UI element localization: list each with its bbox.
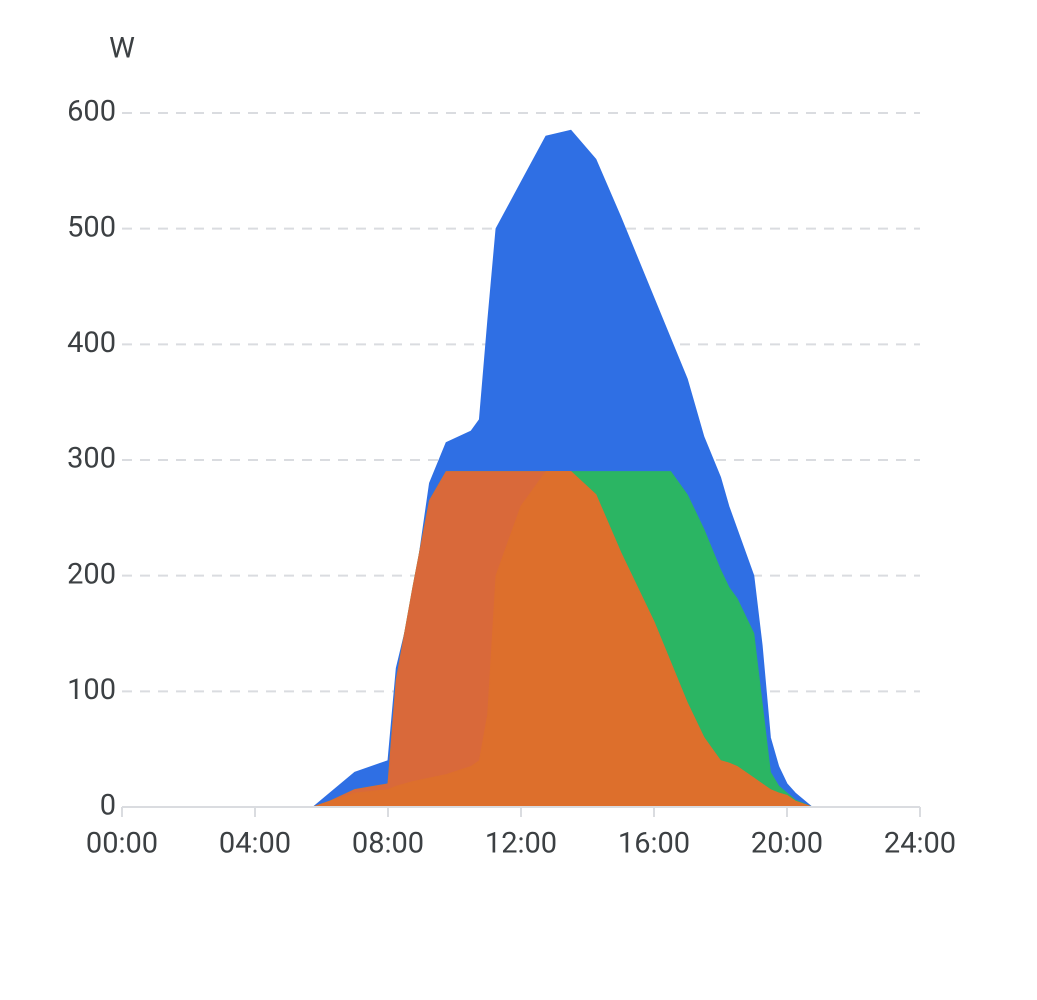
x-tick-label: 24:00 [884, 827, 956, 861]
x-tick-label: 04:00 [219, 827, 291, 861]
y-tick-label: 400 [67, 326, 116, 360]
y-tick-label: 600 [67, 95, 116, 129]
area [313, 471, 813, 808]
y-axis-label: W [109, 32, 135, 66]
y-tick-label: 200 [67, 557, 116, 591]
x-tick-label: 12:00 [485, 827, 557, 861]
x-tick-label: 08:00 [352, 827, 424, 861]
y-tick-label: 100 [67, 673, 116, 707]
x-tick-label: 00:00 [86, 827, 158, 861]
x-tick-label: 20:00 [751, 827, 823, 861]
y-tick-label: 300 [67, 442, 116, 476]
x-tick-label: 16:00 [618, 827, 690, 861]
y-tick-label: 500 [67, 210, 116, 244]
y-tick-label: 0 [100, 789, 116, 823]
